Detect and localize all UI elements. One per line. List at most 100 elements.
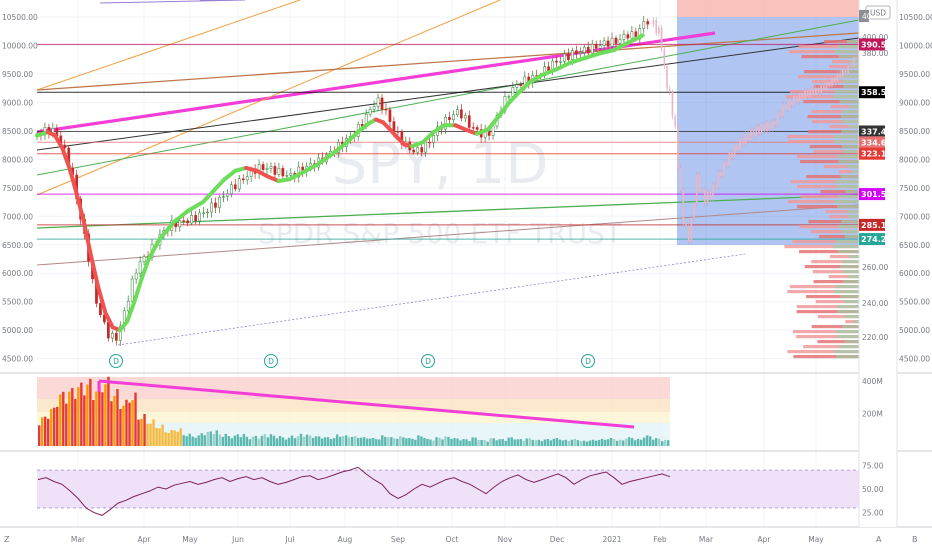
scale-mode-button[interactable]: B <box>912 535 918 544</box>
right-axis-tick: 6500.00 <box>899 241 930 250</box>
projected-body <box>752 129 755 137</box>
volume-profile-bar <box>845 320 859 324</box>
candle-body <box>285 175 289 177</box>
volume-trendline[interactable] <box>98 379 635 429</box>
projected-body <box>706 191 709 204</box>
volume-profile-up <box>838 250 859 254</box>
horizontal-price-levels[interactable] <box>37 43 859 240</box>
candle-body <box>412 149 416 153</box>
volume-bar <box>257 438 261 446</box>
volume-profile-bar <box>806 175 859 179</box>
volume-bar <box>588 440 592 446</box>
volume-profile-bar <box>813 280 859 284</box>
candle-body <box>289 173 293 176</box>
volume-profile-bar <box>793 355 859 359</box>
volume-bar <box>660 441 664 446</box>
candle-body <box>237 178 241 190</box>
volume-bar <box>104 384 107 446</box>
volume-profile-bar <box>801 55 859 59</box>
volume-bar <box>224 433 227 446</box>
auto-scale-button[interactable]: A <box>876 535 882 544</box>
projected-body <box>709 191 712 199</box>
candle-body <box>578 52 582 54</box>
volume-profile-bar <box>811 325 859 329</box>
volume-bar <box>579 441 583 446</box>
projected-body <box>771 121 774 130</box>
volume-bar <box>357 437 360 446</box>
volume-bar <box>209 431 212 446</box>
volume-bar <box>501 439 504 446</box>
time-axis[interactable]: Mar Apr May Jun Jul Aug Sep Oct Nov Dec 2021 Feb Mar… <box>71 535 824 544</box>
volume-profile-up <box>841 220 859 224</box>
volume-profile-bar <box>807 115 859 119</box>
candle-body <box>630 31 634 39</box>
right-axis-tick: 8000.00 <box>899 155 930 164</box>
projected-body <box>671 92 674 117</box>
zoom-glyph[interactable]: Z <box>4 535 10 544</box>
volume-bar <box>585 441 589 446</box>
price-level-badge <box>859 218 885 231</box>
volume-bar <box>119 409 122 446</box>
price-candles <box>35 15 650 346</box>
projected-body <box>658 27 660 34</box>
projected-body <box>679 167 682 191</box>
volume-profile-bar <box>792 240 859 244</box>
projected-body <box>844 69 847 74</box>
projected-body <box>744 133 747 145</box>
hma-segment <box>554 60 573 72</box>
candle-body <box>582 46 586 53</box>
top-price-badge-label: 40 <box>862 12 872 21</box>
volume-bar <box>423 437 426 446</box>
volume-profile-bar <box>815 300 859 304</box>
hma-segment <box>287 169 306 182</box>
volume-bar <box>320 438 324 446</box>
candle-body <box>452 114 455 120</box>
volume-profile-up <box>842 260 859 264</box>
volume-zone-low <box>37 412 670 423</box>
projected-body <box>823 84 825 91</box>
volume-profile-bar <box>792 330 859 334</box>
candle-body <box>606 40 610 47</box>
right-price-axis[interactable]: 4500.00 5000.00 5500.00 6000.00 6500.00 7000.… <box>862 13 932 364</box>
price-level-label: 301.55 <box>861 190 892 199</box>
volume-bar <box>299 433 303 446</box>
volume-bar <box>624 438 628 446</box>
price-level-label: 274.23 <box>861 235 892 244</box>
projected-body <box>663 49 666 67</box>
volume-bar <box>372 437 375 446</box>
candle-body <box>586 46 590 54</box>
volume-bar <box>230 438 234 446</box>
left-price-axis[interactable]: 4500.00 5000.00 5500.00 6000.00 6500.00 7000.… <box>2 13 38 364</box>
volume-profile-up <box>838 55 859 59</box>
volume-bar <box>317 436 321 446</box>
volume-bar <box>510 437 513 446</box>
candle-body <box>245 176 249 181</box>
volume-bar <box>534 440 537 446</box>
right-axis-tick: 9000.00 <box>899 98 930 107</box>
volume-profile-up <box>846 165 859 169</box>
volume-profile-up <box>842 80 859 84</box>
projected-body <box>763 124 766 132</box>
rsi-axis-tick: 50.00 <box>862 485 884 494</box>
volume-profile-up <box>842 120 859 124</box>
volume-profile-up <box>840 115 859 119</box>
projection-target-zone[interactable] <box>677 0 859 17</box>
hma-segment <box>53 133 65 150</box>
volume-bar <box>507 437 510 446</box>
volume-bar <box>323 437 327 446</box>
volume-profile-bar <box>803 100 859 104</box>
projected-body <box>774 121 776 125</box>
volume-bar <box>80 382 83 446</box>
volume-profile-up <box>837 45 859 49</box>
hma-segment <box>626 33 645 45</box>
candle-body <box>626 34 630 39</box>
trend-line <box>99 0 246 4</box>
volume-bar <box>116 389 119 446</box>
trend-line <box>36 204 860 266</box>
volume-bar <box>456 438 459 446</box>
time-axis-tick: May <box>808 535 824 544</box>
price-level-badge <box>859 136 885 149</box>
